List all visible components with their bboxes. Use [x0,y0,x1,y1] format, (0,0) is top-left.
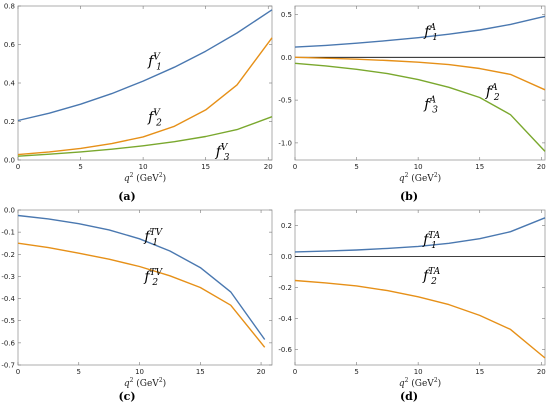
x-tick-label: 0 [293,163,297,171]
panel-a: 0 5 10 15 20 0.0 0.2 0.4 0.6 0.8 q2 (GeV2) fV 1 fV 2 fV… [4,3,273,204]
x-tick-label: 10 [414,163,423,171]
series-line-ta2 [294,279,546,359]
series-line-tv1 [17,214,266,340]
panel-caption: (c) [118,390,135,403]
series-line-tv2 [17,242,266,348]
series-line-v3 [17,116,273,157]
y-tick-label: -0.2 [1,251,15,259]
series-line-v2 [17,37,273,156]
x-tick-label: 5 [354,368,358,376]
y-tick-label: -1.0 [278,139,292,147]
series-line-ta1 [294,217,546,253]
x-tick-label: 0 [16,368,20,376]
plot-frame [17,209,273,366]
x-tick-label: 10 [414,368,423,376]
series-label: fV 2 [147,109,162,129]
y-tick-label: -0.5 [278,97,292,105]
series-label: fTA 1 [422,231,441,251]
y-tick-label: 0.2 [4,118,15,126]
series-line-v1 [17,9,273,122]
y-tick-label: 0.8 [4,3,15,11]
plot-frame [294,209,546,366]
plot-frame [294,5,546,161]
x-tick-label: 10 [139,163,148,171]
x-tick-label: 15 [201,163,210,171]
panel-c: 0 5 10 15 20 0.0 -0.1 -0.2 -0.3 -0.4 -0.5 -0.6 -0.7 q… [1,207,273,403]
y-tick-label: -0.7 [1,362,15,370]
y-tick-label: 0.0 [281,253,292,261]
panel-caption: (b) [400,190,418,203]
panel-b: 0 5 10 15 20 -1.0 -0.5 0.0 0.5 q2 (GeV2) fA 1 fA 2 fA 3… [278,5,546,203]
x-axis-label: q2 (GeV2) [124,377,166,389]
x-tick-label: 5 [77,368,81,376]
x-tick-label: 15 [475,368,484,376]
x-tick-label: 20 [264,163,273,171]
series-line-a3 [294,62,546,152]
x-tick-label: 0 [293,368,297,376]
x-tick-label: 20 [537,163,546,171]
series-label: fV 1 [147,53,162,73]
x-tick-label: 20 [537,368,546,376]
y-tick-label: 0.0 [4,207,15,215]
x-tick-label: 0 [16,163,20,171]
series-label: fV 3 [215,143,230,163]
x-axis-label: q2 (GeV2) [399,172,441,184]
x-tick-label: 20 [257,368,266,376]
series-line-a1 [294,15,546,48]
x-tick-label: 15 [196,368,205,376]
panel-caption: (a) [118,190,136,203]
series-label: fA 3 [423,96,438,116]
y-tick-label: 0.0 [281,54,292,62]
y-tick-label: -0.4 [278,315,292,323]
x-axis-label: q2 (GeV2) [124,172,166,184]
y-tick-label: 0.5 [281,11,292,19]
x-axis-label: q2 (GeV2) [399,377,441,389]
y-tick-label: 0.4 [4,80,16,88]
panel-d: 0 5 10 15 20 0.2 0.0 -0.2 -0.4 -0.6 q2 (GeV2) fTA 1 f… [278,209,546,403]
y-tick-label: -0.6 [1,339,15,347]
y-tick-label: -0.4 [1,295,15,303]
series-label: fTV 1 [143,228,163,248]
series-line-a2 [294,56,546,91]
y-tick-label: -0.1 [1,229,15,237]
y-tick-label: -0.6 [278,346,292,354]
series-label: fA 2 [485,83,500,103]
y-tick-label: -0.3 [1,273,15,281]
x-tick-label: 10 [135,368,144,376]
series-label: fTV 2 [143,268,163,288]
series-label: fTA 2 [422,267,441,287]
series-label: fA 1 [423,23,438,43]
y-tick-label: 0.0 [4,157,15,165]
y-tick-label: -0.5 [1,317,15,325]
x-tick-label: 15 [475,163,484,171]
x-tick-label: 5 [78,163,82,171]
x-tick-label: 5 [354,163,358,171]
panel-caption: (d) [400,390,418,403]
y-tick-label: 0.6 [4,41,16,49]
y-tick-label: 0.2 [281,222,292,230]
y-tick-label: -0.2 [278,284,292,292]
